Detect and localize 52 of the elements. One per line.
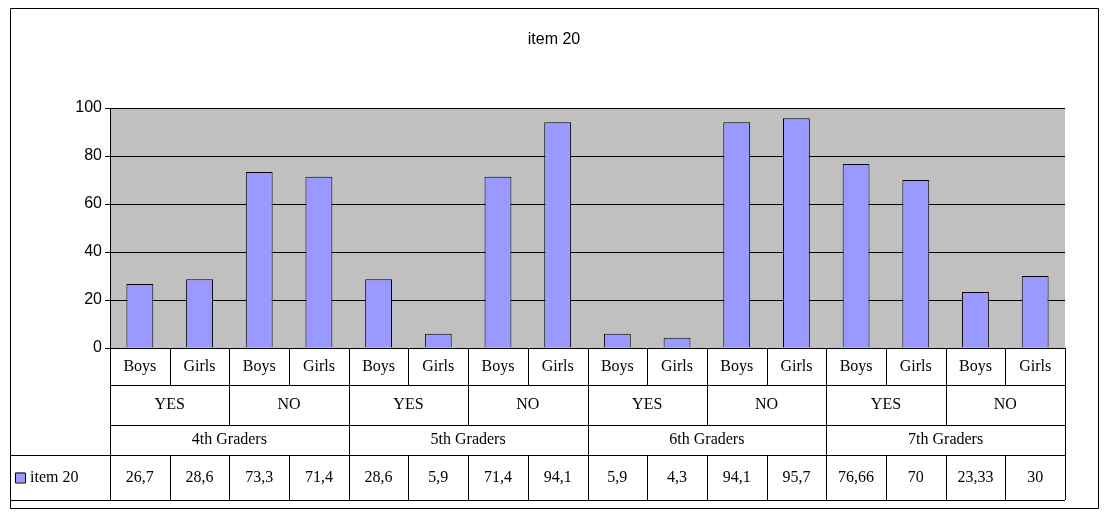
data-label: 73,3 <box>245 467 274 485</box>
text: YES <box>632 395 663 413</box>
data-label: 76,66 <box>838 467 875 485</box>
data-label: 4,3 <box>667 467 688 485</box>
text: 5th Graders <box>430 430 506 448</box>
text: NO <box>277 395 301 413</box>
y-tick-label: 0 <box>93 338 103 356</box>
x-tick-label: Girls <box>183 356 216 374</box>
text: NO <box>516 395 540 413</box>
x-tick-label: Boys <box>123 356 157 375</box>
data-label: 70 <box>907 467 924 485</box>
text: NO <box>993 395 1017 413</box>
text: NO <box>755 395 779 413</box>
x-tick-label: Girls <box>541 356 574 374</box>
x-tick-label: Boys <box>720 356 754 375</box>
x-tick-label: Boys <box>242 356 276 375</box>
legend-label: item 20 <box>30 467 79 485</box>
data-label: 28,6 <box>185 467 214 485</box>
text: YES <box>870 395 902 413</box>
text: 6th Graders <box>669 430 745 448</box>
text: 7th Graders <box>908 430 984 448</box>
y-tick-label: 60 <box>84 194 103 212</box>
y-tick-label: 20 <box>84 290 103 308</box>
x-tick-label: Girls <box>899 356 932 374</box>
x-tick-label: Boys <box>481 356 515 375</box>
chart-title: item 20 <box>527 30 581 48</box>
x-tick-label: Boys <box>959 356 992 375</box>
x-tick-label: Boys <box>839 356 873 375</box>
data-label: 94,1 <box>722 467 751 485</box>
x-tick-label: Girls <box>422 356 455 374</box>
x-tick-label: Boys <box>600 356 634 375</box>
data-label: 71,4 <box>304 467 333 485</box>
data-label: 5,9 <box>428 467 449 485</box>
data-label: 94,1 <box>543 467 572 485</box>
y-tick-label: 40 <box>84 242 103 260</box>
y-tick-label: 100 <box>75 98 103 116</box>
data-label: 5,9 <box>607 467 628 485</box>
x-tick-label: Boys <box>362 356 396 375</box>
text: YES <box>154 395 185 413</box>
x-tick-label: Girls <box>1019 356 1052 374</box>
text: 4th Graders <box>191 430 267 448</box>
x-tick-label: Girls <box>661 356 694 374</box>
data-label: 28,6 <box>364 467 393 485</box>
text: YES <box>393 395 424 413</box>
data-label: 26,7 <box>125 467 154 485</box>
x-tick-label: Girls <box>302 356 335 374</box>
data-label: 95,7 <box>782 467 811 485</box>
data-label: 23,33 <box>957 467 994 485</box>
data-label: 30 <box>1027 467 1044 485</box>
x-tick-label: Girls <box>780 356 813 374</box>
data-label: 71,4 <box>483 467 512 485</box>
y-tick-label: 80 <box>84 146 103 164</box>
